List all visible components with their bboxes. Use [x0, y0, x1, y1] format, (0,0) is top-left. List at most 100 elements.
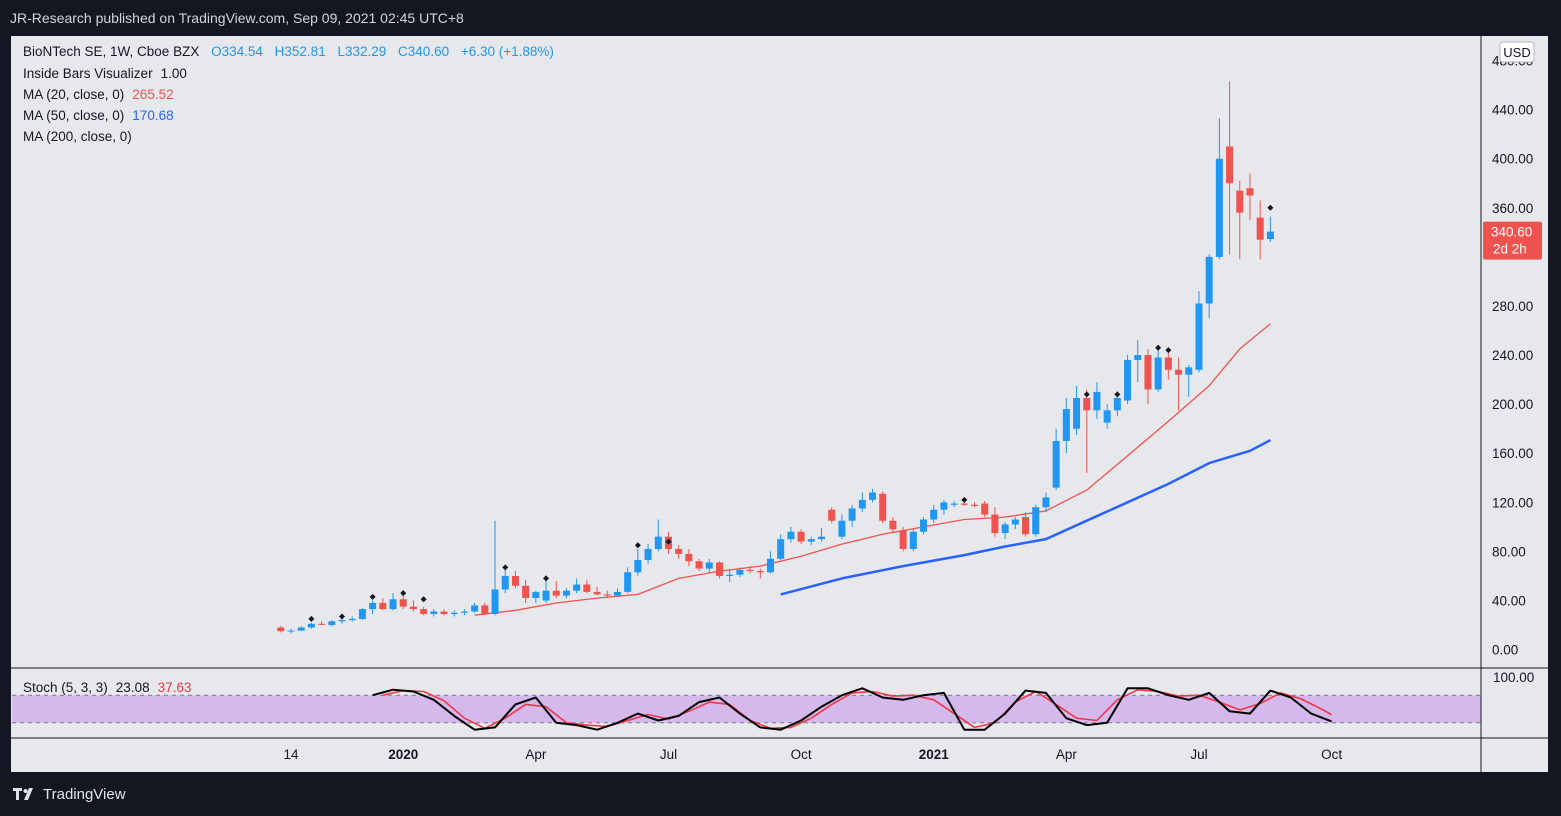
price-scale-tick: 360.00 — [1492, 201, 1533, 216]
indicator-legend-stoch[interactable]: Stoch (5, 3, 3) 23.08 37.63 — [23, 680, 191, 695]
stoch-k-line — [372, 687, 1332, 731]
candle-body — [1103, 410, 1111, 423]
candle-body — [807, 539, 815, 542]
price-scale-tick: 0.00 — [1492, 643, 1518, 658]
candle-body — [879, 493, 887, 521]
price-scale-tick: 40.00 — [1492, 594, 1526, 609]
indicator-label: Stoch (5, 3, 3) — [23, 680, 108, 695]
indicator-label: MA (50, close, 0) — [23, 108, 125, 123]
candle-body — [1093, 391, 1101, 411]
inside-bar-marker — [420, 596, 427, 603]
indicator-value: 265.52 — [132, 87, 174, 102]
price-scale-tick: 80.00 — [1492, 544, 1526, 559]
candle-body — [1083, 398, 1091, 411]
symbol-title[interactable]: BioNTech SE, 1W, Cboe BZX — [23, 44, 200, 59]
candle-body — [736, 569, 744, 575]
candle-body — [1236, 190, 1244, 213]
footer-bar: TradingView — [0, 772, 1561, 816]
candle-body — [1134, 355, 1142, 360]
candle-body — [420, 609, 428, 615]
stoch-k-value: 23.08 — [115, 680, 150, 695]
indicator-legend-ma20[interactable]: MA (20, close, 0) 265.52 — [23, 87, 174, 102]
brand-name: TradingView — [43, 785, 126, 803]
time-axis-label: Apr — [525, 747, 547, 762]
indicator-legend-inside-bars[interactable]: Inside Bars Visualizer 1.00 — [23, 66, 187, 81]
inside-bar-marker — [502, 564, 509, 571]
price-scale-tick: 280.00 — [1492, 299, 1533, 314]
time-axis-label: Apr — [1056, 747, 1078, 762]
chart-frame[interactable]: 480.00440.00400.00360.00280.00240.00200.… — [11, 36, 1548, 772]
indicator-value: 170.68 — [132, 108, 174, 123]
candle-body — [287, 630, 295, 632]
candles-layer — [277, 81, 1274, 634]
time-axis-label: Jul — [660, 747, 677, 762]
candle-body — [1113, 398, 1121, 411]
time-axis-label: 2021 — [919, 747, 950, 762]
candle-body — [471, 605, 479, 612]
inside-bar-marker — [665, 538, 672, 545]
publish-info: JR-Research published on TradingView.com… — [10, 10, 464, 26]
candle-body — [613, 591, 621, 596]
ma20-line — [474, 323, 1271, 616]
candle-body — [1042, 497, 1050, 508]
candle-body — [756, 571, 764, 573]
price-scale-layer: 480.00440.00400.00360.00280.00240.00200.… — [1492, 54, 1533, 658]
inside-bar-marker — [634, 542, 641, 549]
candle-body — [705, 562, 713, 569]
candle-body — [766, 558, 774, 573]
candle-body — [634, 560, 642, 573]
candle-body — [358, 609, 366, 619]
candle-body — [1226, 146, 1234, 184]
candle-body — [899, 530, 907, 549]
candle-body — [675, 548, 683, 554]
inside-bar-marker — [1165, 347, 1172, 354]
chart-svg[interactable]: 480.00440.00400.00360.00280.00240.00200.… — [11, 36, 1548, 772]
candle-body — [542, 590, 550, 601]
candle-body — [552, 590, 560, 596]
candle-body — [409, 606, 417, 610]
candle-body — [1062, 409, 1070, 441]
currency-badge[interactable] — [1499, 41, 1535, 63]
time-axis-label: Oct — [1321, 747, 1342, 762]
candle-body — [297, 627, 305, 631]
candle-body — [1266, 231, 1274, 240]
time-axis-label: Oct — [791, 747, 812, 762]
inside-bar-marker — [1267, 204, 1274, 211]
close-value: C340.60 — [398, 44, 450, 59]
low-value: L332.29 — [337, 44, 387, 59]
candle-body — [950, 503, 958, 505]
candle-body — [328, 621, 336, 626]
inside-bar-marker — [369, 593, 376, 600]
candle-body — [562, 590, 570, 596]
tradingview-logo-icon — [13, 788, 33, 800]
candle-body — [1022, 517, 1030, 535]
candle-body — [318, 623, 326, 625]
change-value: +6.30 (+1.88%) — [460, 44, 554, 59]
indicator-legend-ma200[interactable]: MA (200, close, 0) — [23, 129, 132, 144]
price-scale-tick: 400.00 — [1492, 152, 1533, 167]
candle-body — [593, 591, 601, 595]
inside-bar-markers-layer — [308, 204, 1274, 622]
candle-body — [726, 574, 734, 576]
candle-body — [960, 503, 968, 505]
indicator-label: MA (20, close, 0) — [23, 87, 125, 102]
candle-body — [909, 531, 917, 549]
candle-body — [522, 585, 530, 599]
candle-body — [869, 492, 877, 500]
indicator-value: 1.00 — [160, 66, 187, 81]
candle-body — [338, 620, 346, 622]
indicator-legend-ma50[interactable]: MA (50, close, 0) 170.68 — [23, 108, 174, 123]
inside-bar-marker — [1114, 391, 1121, 398]
candle-body — [399, 599, 407, 607]
candle-body — [746, 569, 754, 572]
candle-body — [715, 562, 723, 576]
candle-body — [1195, 303, 1203, 370]
tradingview-brand[interactable]: TradingView — [12, 784, 126, 804]
candle-body — [1144, 355, 1152, 390]
candle-body — [940, 502, 948, 510]
bar-countdown-label: 2d 2h — [1493, 242, 1527, 257]
last-price-label: 340.60 — [1491, 225, 1532, 240]
candle-body — [348, 618, 356, 621]
candle-body — [889, 520, 897, 530]
currency-label: USD — [1503, 45, 1530, 60]
